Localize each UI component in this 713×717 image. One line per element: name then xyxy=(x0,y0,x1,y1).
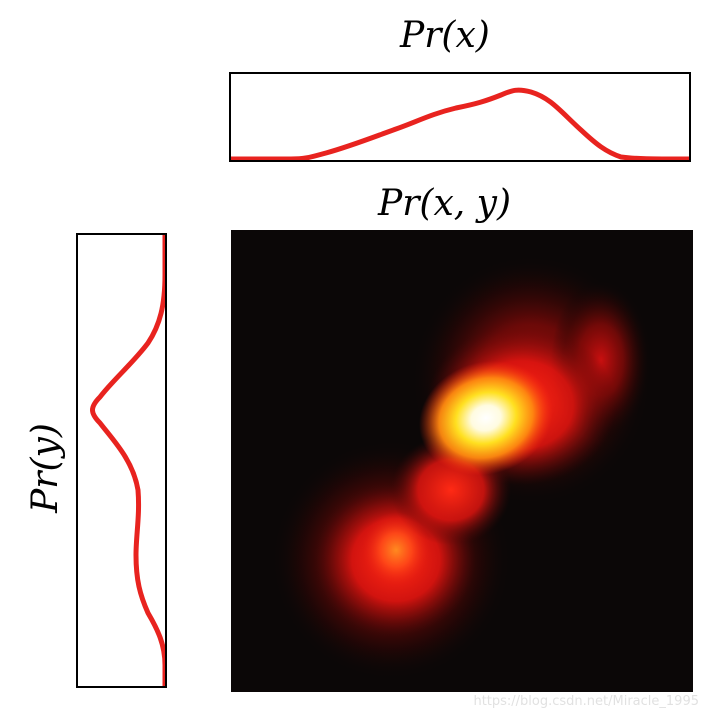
joint-title: Pr(x, y) xyxy=(378,183,512,224)
marginal-x-curve xyxy=(231,87,689,160)
marginal-x-title: Pr(x) xyxy=(400,15,490,56)
marginal-x-panel xyxy=(229,72,691,162)
marginal-y-title: Pr(y) xyxy=(25,423,66,513)
density-primary-peak xyxy=(419,360,553,476)
marginal-y-plot xyxy=(90,235,165,686)
joint-heatmap xyxy=(231,230,693,692)
marginal-y-panel xyxy=(76,233,167,688)
marginal-x-plot xyxy=(231,87,689,160)
density-secondary-peak xyxy=(361,512,431,588)
marginal-y-curve xyxy=(90,235,165,686)
watermark-text: https://blog.csdn.net/Miracle_1995 xyxy=(473,694,699,709)
joint-heatmap-plot xyxy=(271,255,651,680)
